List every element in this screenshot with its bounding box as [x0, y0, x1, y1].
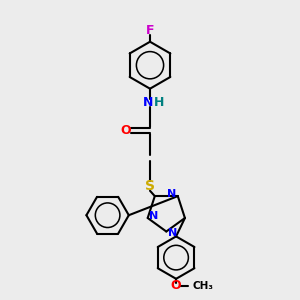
Text: CH₃: CH₃: [192, 281, 213, 291]
Text: H: H: [154, 96, 164, 109]
Text: O: O: [171, 280, 182, 292]
Text: S: S: [145, 179, 155, 193]
Text: N: N: [142, 96, 153, 109]
Text: N: N: [149, 212, 158, 221]
Text: O: O: [120, 124, 131, 137]
Text: F: F: [146, 25, 154, 38]
Text: N: N: [167, 190, 176, 200]
Text: N: N: [167, 228, 177, 238]
